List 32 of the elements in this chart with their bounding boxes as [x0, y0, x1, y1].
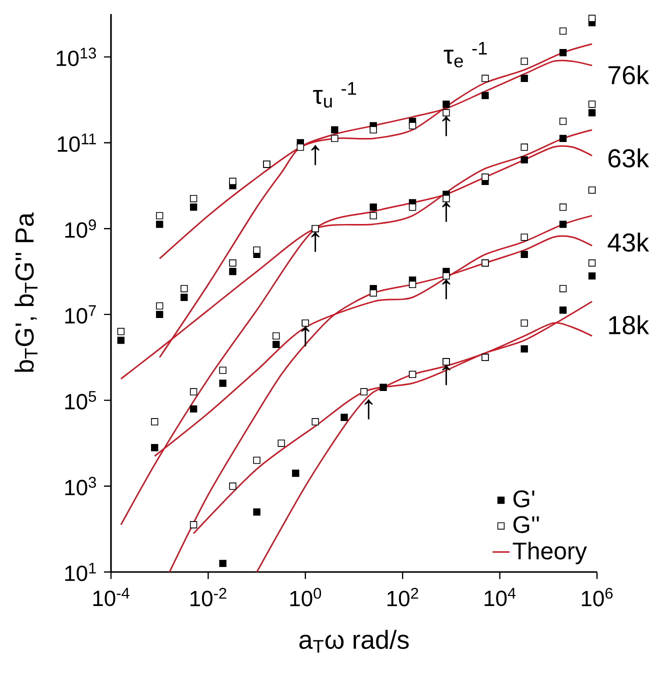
- y-tick-label: 10$^{5}$: [65, 391, 96, 410]
- x-tick-label: 10$^{0}$: [290, 588, 322, 606]
- annotation: ↑: [301, 326, 310, 346]
- annotation: ↑: [442, 279, 450, 300]
- x-tick-label: 10$^{-4}$: [93, 588, 130, 606]
- legend-label: Theory: [512, 542, 587, 564]
- legend-label: G'': [513, 516, 539, 534]
- x-axis-title: a$_{T}$ω rad/s: [299, 630, 409, 653]
- annotation: ↑: [311, 145, 320, 166]
- y-axis-title: b$_{T}$G', b$_{T}$G'' Pa: [14, 212, 38, 372]
- annotation: ↑: [311, 232, 320, 252]
- y-tick-label: 10$^{13}$: [56, 48, 96, 66]
- y-tick-label: 10$^{7}$: [65, 305, 96, 324]
- annotation: ↑: [442, 116, 450, 136]
- text: 43k: [608, 232, 650, 252]
- x-tick-label: 10$^{4}$: [484, 588, 516, 606]
- text: 63k: [608, 148, 650, 168]
- y-tick-label: 10$^{3}$: [65, 476, 96, 496]
- annotation: ↑: [364, 399, 373, 420]
- legend-label: G': [513, 490, 534, 508]
- text: 76k: [608, 65, 650, 84]
- annotation: τ$_{e}$ -1: [444, 42, 487, 68]
- y-tick-label: 10$^{11}$: [58, 134, 96, 152]
- annotation: ↑: [442, 202, 450, 222]
- y-tick-label: 10$^{9}$: [65, 219, 96, 238]
- y-tick-label: 10$^{1}$: [65, 562, 96, 582]
- x-tick-label: 10$^{6}$: [582, 588, 613, 606]
- x-tick-label: 10$^{-2}$: [190, 588, 226, 606]
- annotation: τ$_{u}$ -1: [313, 82, 356, 108]
- annotation: ↑: [442, 364, 450, 386]
- x-tick-label: 10$^{2}$: [388, 588, 418, 606]
- text: 18k: [609, 315, 650, 334]
